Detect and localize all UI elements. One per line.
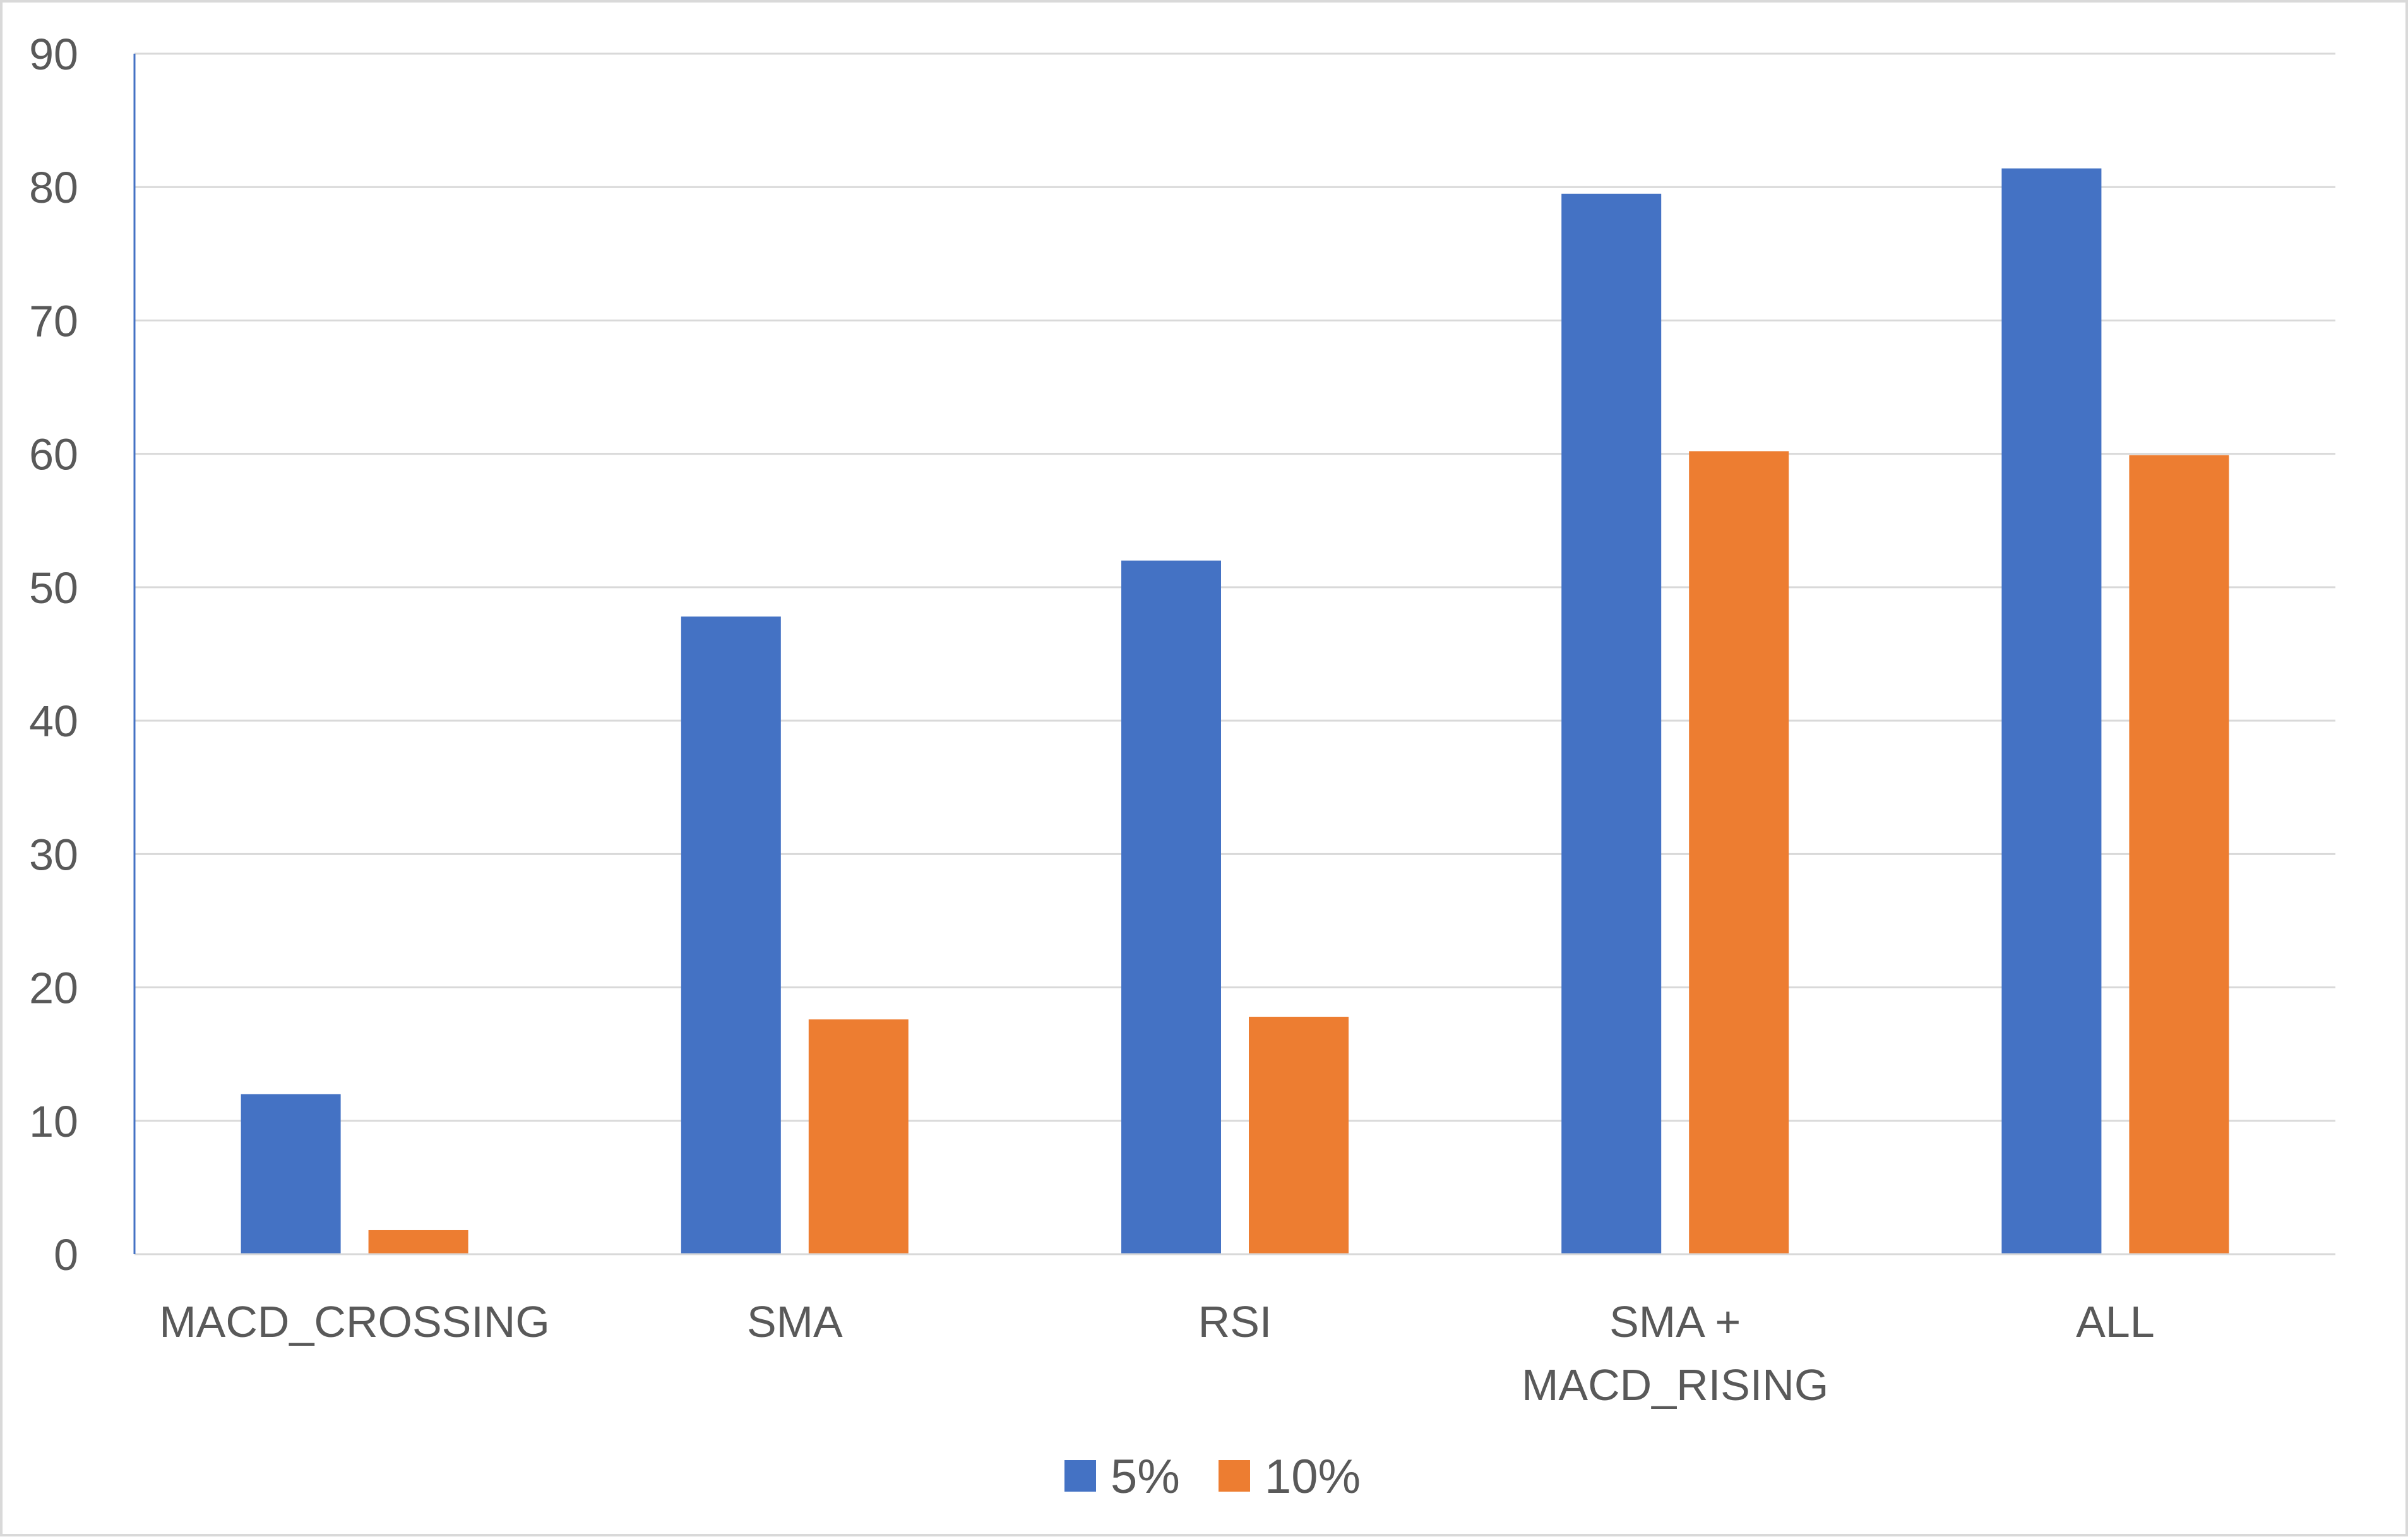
y-tick-label: 30 [29,830,78,879]
x-category-label: SMA + [1609,1297,1741,1346]
x-category-label: RSI [1198,1297,1272,1346]
bar-series-10pct [1249,1017,1349,1254]
legend-swatch [1219,1460,1250,1492]
legend-label: 10% [1265,1450,1361,1504]
legend: 5% 10% [1064,1450,1361,1504]
legend-label: 5% [1111,1450,1180,1504]
y-tick-label: 90 [29,30,78,79]
y-tick-label: 40 [29,697,78,746]
bar-series-10pct [808,1019,909,1254]
x-category-label: SMA [747,1297,843,1346]
y-tick-label: 0 [54,1230,78,1279]
x-category-label: MACD_RISING [1522,1360,1828,1410]
x-category-label: MACD_CROSSING [159,1297,549,1346]
bar-series-5pct [1561,193,1662,1254]
bar-series-10pct [2129,455,2229,1255]
bar-series-10pct [1689,451,1789,1255]
bar-series-10pct [368,1230,468,1254]
y-tick-label: 80 [29,163,78,212]
bars [241,168,2229,1255]
x-category-label: ALL [2076,1297,2155,1346]
y-tick-label: 10 [29,1097,78,1146]
y-tick-label: 60 [29,430,78,479]
bar-series-5pct [681,616,781,1254]
y-tick-label: 50 [29,563,78,613]
axes [133,54,2335,1255]
bar-chart: 0 10 20 30 40 50 60 70 80 90 MACD_CROSSING SMA RSI SM… [29,30,2335,1504]
bar-series-5pct [241,1094,341,1254]
bar-series-5pct [1121,560,1221,1254]
bar-series-5pct [2001,168,2102,1254]
y-tick-label: 20 [29,964,78,1013]
gridlines [134,52,2335,1122]
axis-labels: 0 10 20 30 40 50 60 70 80 90 MACD_CROSSING SMA RSI SM… [29,30,2155,1410]
y-tick-label: 70 [29,296,78,345]
legend-swatch [1064,1460,1096,1492]
